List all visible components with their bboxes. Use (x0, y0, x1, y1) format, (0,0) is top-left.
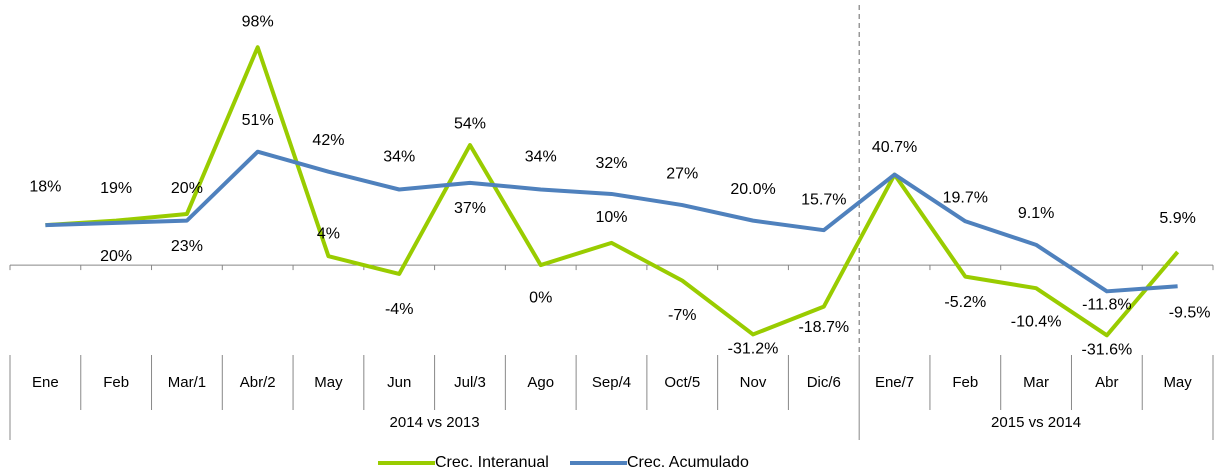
x-tick-label: Ene (32, 374, 59, 391)
data-label: -11.8% (1082, 297, 1132, 314)
group-label: 2014 vs 2013 (390, 414, 480, 431)
data-label: 42% (312, 132, 344, 149)
data-label: -31.6% (1082, 342, 1133, 359)
data-label: -5.2% (944, 294, 986, 311)
data-label: -9.5% (1169, 304, 1211, 321)
data-label: -4% (385, 301, 413, 318)
x-tick-label: Abr (1095, 374, 1118, 391)
x-tick-label: Dic/6 (807, 374, 841, 391)
data-label: 54% (454, 115, 486, 132)
x-tick-label: Abr/2 (240, 374, 276, 391)
data-label: 9.1% (1018, 205, 1054, 222)
data-label: 18% (29, 178, 61, 195)
data-label: 98% (242, 13, 274, 30)
data-label: 51% (242, 112, 274, 129)
series-line (45, 149, 1178, 294)
data-label: 19% (100, 180, 132, 197)
data-label: 20% (100, 248, 132, 265)
x-tick-label: May (314, 374, 343, 391)
data-label: -10.4% (1011, 313, 1062, 330)
data-label: 0% (529, 289, 552, 306)
x-tick-label: Feb (952, 374, 978, 391)
x-tick-label: Ene/7 (875, 374, 914, 391)
legend-label: Crec. Acumulado (627, 454, 749, 471)
data-label: 34% (525, 149, 557, 166)
data-label: 10% (595, 209, 627, 226)
data-label: 37% (454, 200, 486, 217)
data-label: 32% (595, 155, 627, 172)
data-label: 27% (666, 165, 698, 182)
x-tick-label: Oct/5 (664, 374, 700, 391)
x-tick-label: May (1163, 374, 1192, 391)
x-tick-label: Feb (103, 374, 129, 391)
group-label: 2015 vs 2014 (991, 414, 1081, 431)
x-tick-label: Jun (387, 374, 411, 391)
data-label: 23% (171, 238, 203, 255)
x-tick-label: Mar (1023, 374, 1049, 391)
legend-label: Crec. Interanual (435, 454, 549, 471)
x-tick-label: Nov (740, 374, 767, 391)
data-label: -7% (668, 307, 696, 324)
data-label: 40.7% (872, 139, 917, 156)
data-label: 34% (383, 149, 415, 166)
data-label: 20.0% (730, 181, 775, 198)
series-line (45, 45, 1180, 338)
data-label: 19.7% (943, 190, 988, 207)
data-label: 5.9% (1159, 210, 1195, 227)
x-tick-label: Ago (527, 374, 554, 391)
x-tick-label: Jul/3 (454, 374, 486, 391)
data-label: -31.2% (728, 341, 779, 358)
data-label: -18.7% (798, 319, 849, 336)
data-label: 20% (171, 180, 203, 197)
data-label: 4% (317, 225, 340, 242)
x-tick-label: Mar/1 (168, 374, 206, 391)
data-label: 15.7% (801, 191, 846, 208)
x-tick-label: Sep/4 (592, 374, 631, 391)
